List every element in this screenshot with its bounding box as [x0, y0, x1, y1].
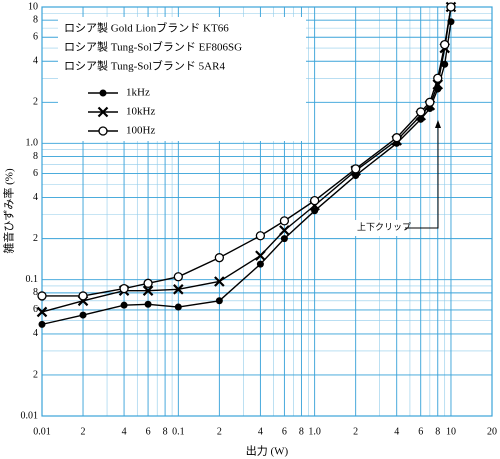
marker [37, 291, 47, 301]
x-axis-title: 出力 (W) [246, 444, 289, 458]
y-tick-label: 6 [33, 168, 38, 179]
x-tick-label: 0.1 [172, 426, 185, 437]
marker [279, 225, 290, 236]
y-tick-label: 8 [33, 15, 38, 26]
marker [440, 39, 450, 50]
series-line [41, 21, 452, 326]
y-tick-label: 1.0 [26, 138, 39, 149]
x-tick-label: 4 [122, 426, 127, 437]
marker [120, 301, 128, 309]
marker [144, 300, 152, 308]
marker [143, 278, 153, 288]
y-tick-label: 10 [28, 1, 38, 12]
marker [78, 291, 88, 301]
y-tick-label: 8 [33, 151, 38, 162]
legend-label: 100Hz [126, 125, 155, 137]
note: ロシア製 Tung-Solブランド 5AR4 [64, 59, 225, 73]
x-tick-label: 4 [258, 426, 263, 437]
marker [214, 253, 225, 263]
y-tick-label: 2 [33, 369, 38, 380]
annotation-line [405, 126, 439, 229]
y-tick-label: 6 [33, 304, 38, 315]
marker [173, 272, 183, 282]
marker [36, 306, 48, 318]
note: ロシア製 Tung-Solブランド EF806SG [64, 40, 242, 54]
x-tick-label: 6 [146, 426, 151, 437]
x-tick-label: 8 [299, 426, 304, 437]
annotation-arrow [435, 120, 441, 128]
legend-label: 1kHz [126, 87, 150, 99]
y-tick-label: 0.01 [21, 410, 39, 421]
legend-box [58, 17, 306, 141]
x-tick-label: 0.01 [33, 426, 51, 437]
marker [98, 126, 108, 136]
y-axis-title: 雑音ひずみ率 (%) [2, 168, 16, 254]
marker [174, 303, 182, 311]
marker [392, 133, 402, 143]
marker [447, 18, 455, 26]
marker [119, 283, 129, 294]
x-tick-label: 6 [282, 426, 287, 437]
y-tick-label: 2 [33, 97, 38, 108]
marker [279, 216, 290, 226]
marker [441, 60, 449, 68]
y-tick-label: 4 [33, 192, 38, 203]
x-tick-label: 6 [418, 426, 423, 437]
x-tick-label: 8 [163, 426, 168, 437]
marker [311, 207, 319, 215]
marker [425, 97, 435, 107]
note: ロシア製 Gold Lionブランド KT66 [64, 21, 229, 35]
series-line [41, 6, 452, 313]
marker [351, 164, 361, 174]
marker [433, 73, 443, 83]
marker [309, 195, 320, 206]
marker [38, 320, 46, 328]
marker [256, 260, 264, 268]
annotation: 上下クリップ [357, 222, 411, 232]
marker [416, 107, 426, 117]
legend-label: 10kHz [126, 106, 155, 118]
marker [97, 106, 109, 118]
marker [142, 285, 154, 296]
x-tick-label: 8 [435, 426, 440, 437]
marker [446, 2, 456, 12]
marker [255, 231, 266, 241]
y-tick-label: 4 [33, 56, 38, 67]
marker [99, 89, 107, 97]
marker [79, 311, 87, 319]
plot-frame [41, 6, 493, 417]
series-line [42, 6, 452, 297]
y-tick-label: 2 [33, 233, 38, 244]
y-tick-label: 0.1 [26, 274, 39, 285]
marker [215, 297, 223, 305]
y-tick-label: 8 [33, 287, 38, 298]
x-tick-label: 20 [487, 426, 497, 437]
x-tick-label: 2 [217, 426, 222, 437]
x-tick-label: 2 [81, 426, 86, 437]
y-tick-label: 4 [33, 328, 38, 339]
annotation-bg [355, 220, 405, 236]
x-tick-label: 2 [353, 426, 358, 437]
x-tick-label: 4 [394, 426, 399, 437]
marker [255, 250, 266, 261]
x-tick-label: 1.0 [308, 426, 321, 437]
marker [214, 276, 225, 287]
marker [280, 235, 288, 243]
marker [173, 284, 184, 295]
y-tick-label: 6 [33, 32, 38, 43]
x-tick-label: 10 [446, 426, 456, 437]
